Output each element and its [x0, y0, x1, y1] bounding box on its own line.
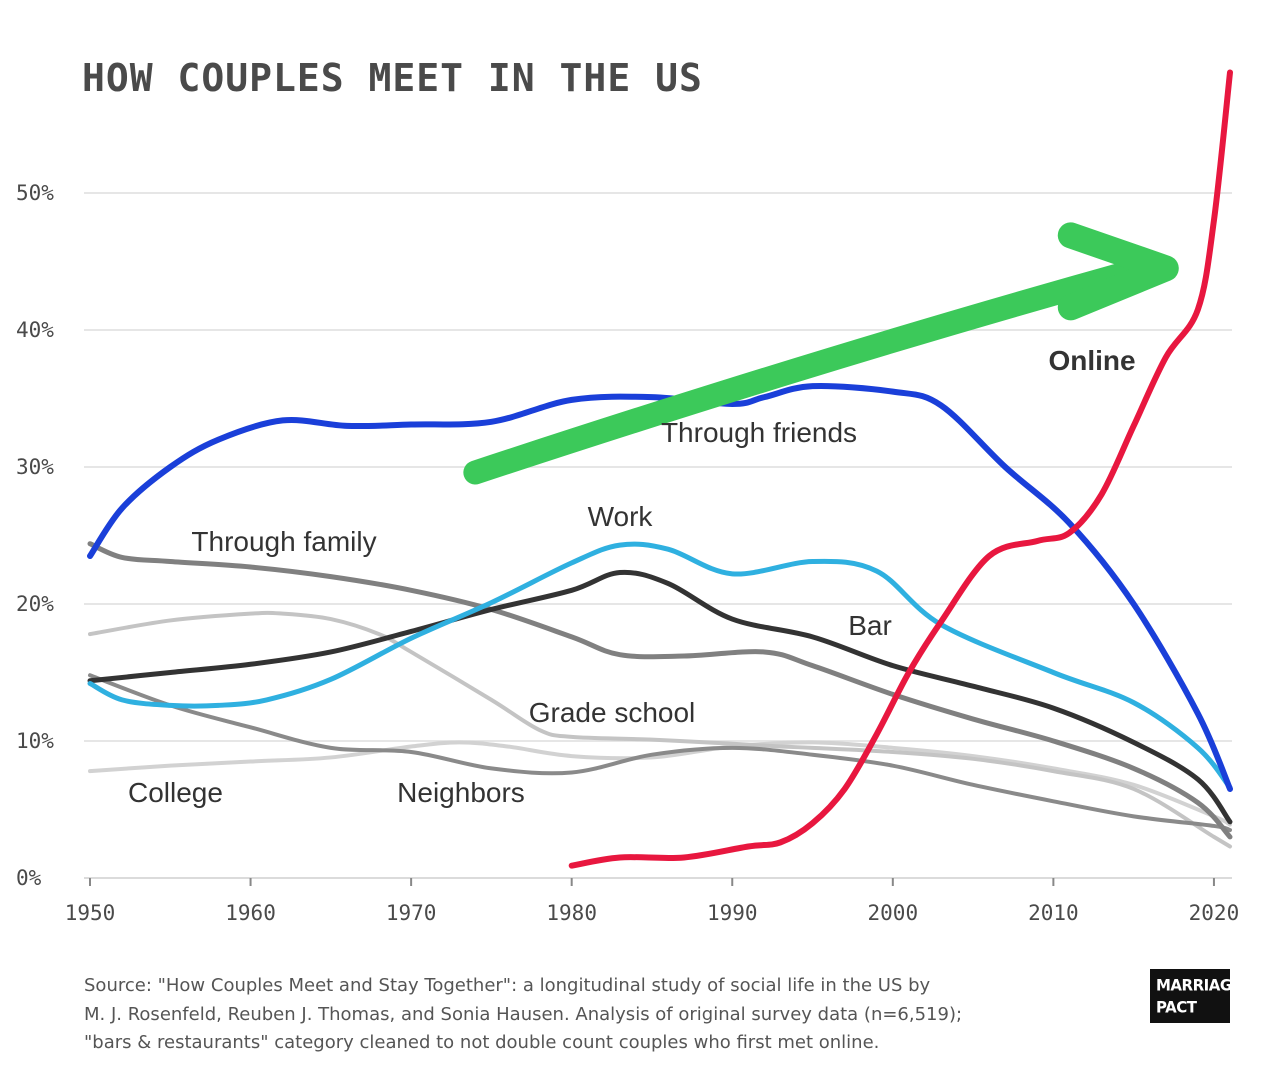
- x-tick-label: 1970: [386, 901, 437, 925]
- source-line-3: "bars & restaurants" category cleaned to…: [84, 1032, 880, 1053]
- series-label-family: Through family: [191, 526, 376, 557]
- series-line-gradeschool: [88, 610, 1232, 849]
- series-layer: [87, 69, 1233, 869]
- x-tick-label: 2000: [868, 901, 919, 925]
- x-tick-label: 1950: [65, 901, 116, 925]
- y-tick-label: 20%: [16, 592, 54, 616]
- label-layer: College Grade school Neighbors Through fami…: [128, 345, 1136, 808]
- series-label-online: Online: [1048, 345, 1135, 376]
- source-line-1: Source: "How Couples Meet and Stay Toget…: [84, 975, 931, 996]
- x-tick-label: 1980: [546, 901, 597, 925]
- axis-layer: 0% 10% 20% 30% 40% 50% 1950 1960 1970 1980 1990 200…: [16, 181, 1239, 925]
- series-label-bar: Bar: [848, 610, 892, 641]
- series-line-bar: [87, 569, 1233, 825]
- x-tick-label: 2020: [1189, 901, 1240, 925]
- x-tick-label: 2010: [1028, 901, 1079, 925]
- trend-arrow-head: [1057, 222, 1179, 321]
- trend-arrow-shaft: [463, 261, 1138, 485]
- y-tick-label: 40%: [16, 318, 54, 342]
- series-label-college: College: [128, 777, 223, 808]
- marriage-pact-logo: MARRIAGE PACT: [1150, 969, 1242, 1023]
- chart-title: HOW COUPLES MEET IN THE US: [82, 56, 703, 100]
- y-tick-label: 0%: [16, 866, 42, 890]
- series-label-neighbors: Neighbors: [397, 777, 525, 808]
- series-line-work: [87, 541, 1233, 791]
- y-tick-label: 10%: [16, 729, 54, 753]
- series-line-online: [568, 69, 1233, 869]
- series-label-friends: Through friends: [661, 417, 857, 448]
- logo-line-1: MARRIAGE: [1156, 975, 1242, 995]
- x-tick-label: 1960: [225, 901, 276, 925]
- x-tick-label: 1990: [707, 901, 758, 925]
- series-line-family: [87, 541, 1233, 840]
- source-note: Source: "How Couples Meet and Stay Toget…: [84, 972, 1094, 1058]
- y-tick-label: 50%: [16, 181, 54, 205]
- source-line-2: M. J. Rosenfeld, Reuben J. Thomas, and S…: [84, 1003, 963, 1025]
- logo-line-2: PACT: [1156, 997, 1197, 1017]
- series-label-gradeschool: Grade school: [529, 697, 696, 728]
- y-tick-label: 30%: [16, 455, 54, 479]
- series-label-work: Work: [588, 501, 654, 532]
- series-line-neighbors: [88, 673, 1232, 833]
- annotation-layer: [463, 222, 1179, 485]
- series-line-college: [88, 740, 1232, 827]
